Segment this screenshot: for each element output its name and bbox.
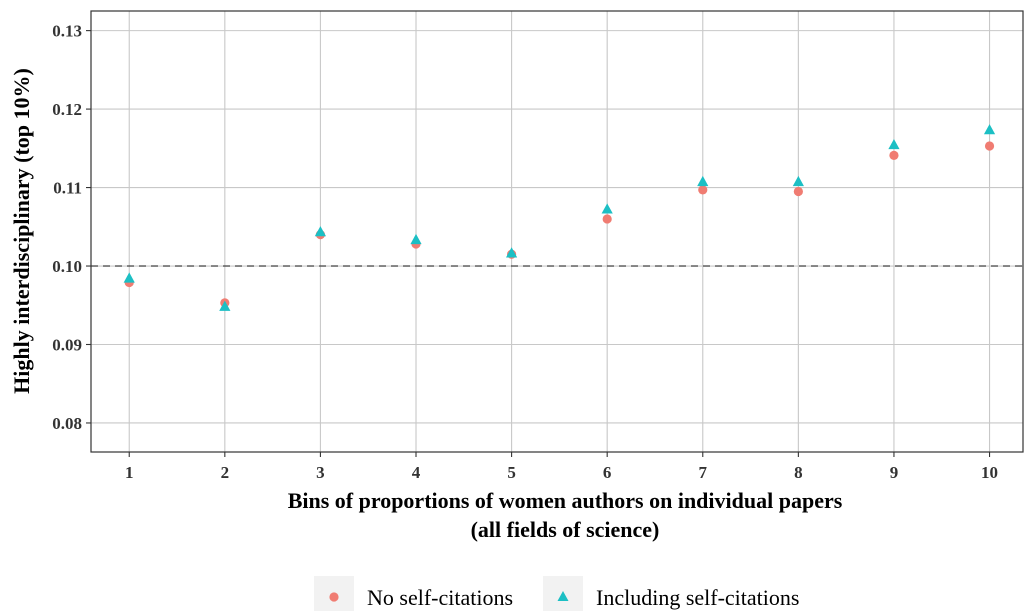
y-tick-label: 0.13 xyxy=(52,22,82,41)
legend: No self-citations Including self-citatio… xyxy=(314,576,799,611)
point-including-self-citations xyxy=(123,272,135,283)
y-axis-title: Highly interdisciplinary (top 10%) xyxy=(9,68,34,394)
legend-key-triangle xyxy=(557,591,569,601)
x-tick-label: 7 xyxy=(699,463,708,482)
point-including-self-citations xyxy=(505,247,518,258)
y-tick-label: 0.08 xyxy=(52,414,82,433)
x-tick-label: 5 xyxy=(507,463,516,482)
point-including-self-citations xyxy=(888,138,900,150)
x-tick-label: 4 xyxy=(412,463,421,482)
point-including-self-citations xyxy=(983,124,996,135)
x-tick-label: 8 xyxy=(794,463,803,482)
x-tick-label: 2 xyxy=(221,463,230,482)
x-tick-label: 10 xyxy=(981,463,998,482)
point-including-self-citations xyxy=(697,175,709,187)
x-tick-label: 3 xyxy=(316,463,325,482)
point-no-self-citations xyxy=(793,186,803,197)
point-including-self-citations xyxy=(601,203,613,214)
point-no-self-citations xyxy=(602,214,612,224)
y-tick-label: 0.11 xyxy=(53,179,82,198)
point-no-self-citations xyxy=(698,185,708,195)
point-no-self-citations xyxy=(889,150,899,160)
x-tick-label: 9 xyxy=(890,463,899,482)
x-tick-label: 6 xyxy=(603,463,612,482)
plot-panel-border xyxy=(90,10,1024,453)
y-axis-ticks: 0.08 0.09 0.10 0.11 0.12 0.13 xyxy=(52,22,91,433)
legend-label-0: No self-citations xyxy=(367,585,513,610)
x-axis-title: Bins of proportions of women authors on … xyxy=(288,488,843,513)
point-including-self-citations xyxy=(792,175,804,187)
data-points xyxy=(123,124,996,311)
legend-key-circle xyxy=(329,592,339,602)
x-tick-label: 1 xyxy=(125,463,134,482)
point-including-self-citations xyxy=(314,226,327,237)
x-axis-title-line2: (all fields of science) xyxy=(471,517,660,542)
point-including-self-citations xyxy=(410,233,422,245)
point-including-self-citations xyxy=(219,300,231,311)
legend-label-1: Including self-citations xyxy=(596,585,799,610)
point-no-self-citations xyxy=(984,141,995,151)
y-tick-label: 0.09 xyxy=(52,335,82,354)
x-axis-ticks: 1 2 3 4 5 6 7 8 9 10 xyxy=(125,452,998,482)
y-tick-label: 0.12 xyxy=(52,100,82,119)
y-tick-label: 0.10 xyxy=(52,257,82,276)
grid-lines xyxy=(91,11,1023,452)
